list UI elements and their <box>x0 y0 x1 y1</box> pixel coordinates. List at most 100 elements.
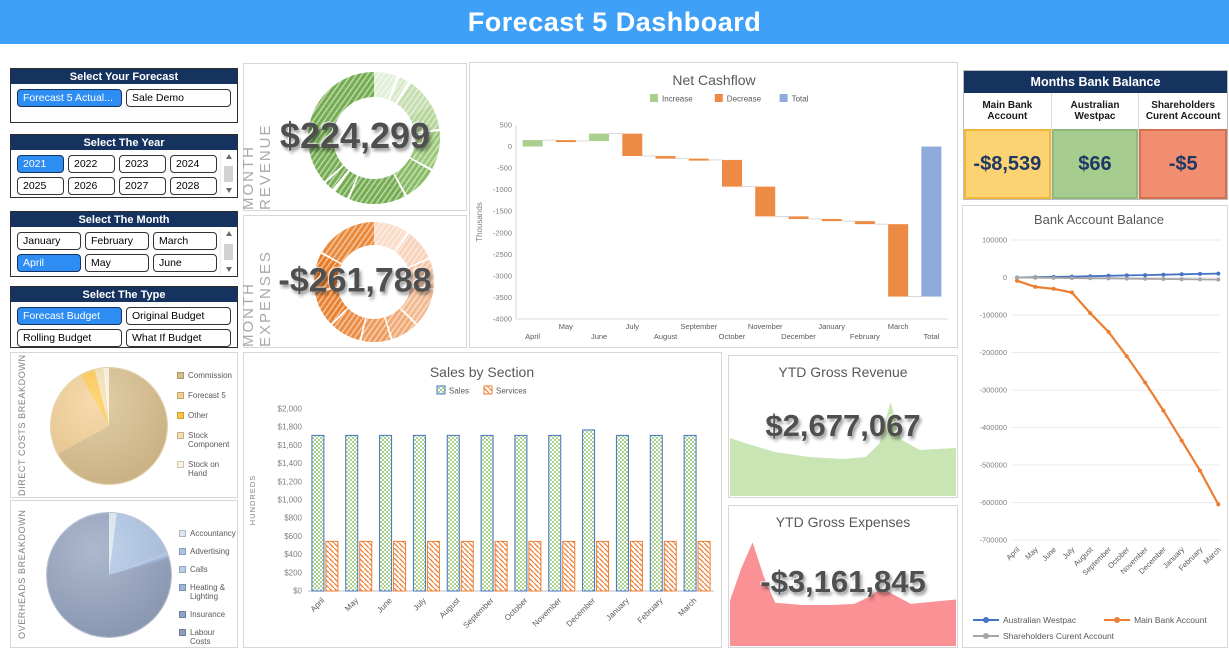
svg-text:-4000: -4000 <box>493 315 512 324</box>
legend-item-stock-component: Stock Component <box>177 431 235 449</box>
slicer-year-option-2023[interactable]: 2023 <box>119 155 166 173</box>
svg-text:-200000: -200000 <box>979 348 1007 357</box>
legend-swatch <box>179 629 186 636</box>
month-expenses-panel: MONTH EXPENSES -$261,788 <box>240 215 467 348</box>
slicer-year-option-2028[interactable]: 2028 <box>170 177 217 195</box>
svg-text:September: September <box>461 596 495 630</box>
type-slicer-options: Forecast Budget Original Budget Rolling Bu… <box>11 302 237 352</box>
scroll-thumb[interactable] <box>224 165 233 182</box>
svg-text:August: August <box>654 332 678 341</box>
year-slicer-title: Select The Year <box>11 135 237 150</box>
slicer-type-option-original-budget[interactable]: Original Budget <box>126 307 231 325</box>
slicer-year-option-2024[interactable]: 2024 <box>170 155 217 173</box>
svg-text:January: January <box>818 322 845 331</box>
bank-account-column-shareholders-curent-account: Shareholders Curent Account -$5 <box>1139 93 1227 199</box>
slicer-month-option-may[interactable]: May <box>85 254 149 272</box>
slicer-year-option-2021[interactable]: 2021 <box>17 155 64 173</box>
legend-swatch <box>177 372 184 379</box>
forecast-slicer: Select Your Forecast Forecast 5 Actual..… <box>10 68 238 123</box>
legend-swatch <box>177 432 184 439</box>
ytd-gross-expenses-value: -$3,161,845 <box>760 564 926 599</box>
svg-text:December: December <box>781 332 816 341</box>
scroll-up-icon[interactable] <box>225 154 232 159</box>
slicer-year-option-2027[interactable]: 2027 <box>119 177 166 195</box>
legend-item-main-bank-account: Main Bank Account <box>1104 615 1207 625</box>
ytd-gross-revenue-panel: YTD Gross Revenue $2,677,067 <box>728 355 958 498</box>
slicer-month-option-february[interactable]: February <box>85 232 149 250</box>
legend-item-insurance: Insurance <box>179 610 237 619</box>
donut-hole <box>333 97 415 179</box>
slicer-month-option-june[interactable]: June <box>153 254 217 272</box>
month-slicer-options: January February March April May June <box>11 227 237 277</box>
slicer-type-option-rolling-budget[interactable]: Rolling Budget <box>17 329 122 347</box>
scroll-down-icon[interactable] <box>225 188 232 193</box>
legend-item-other: Other <box>177 411 235 420</box>
month-slicer: Select The Month January February March Apr… <box>10 211 238 277</box>
year-slicer-options: 2021 2022 2023 2024 2025 2026 2027 2028 <box>11 150 237 200</box>
legend-dot-marker <box>1114 617 1121 623</box>
slicer-scrollbar[interactable] <box>220 229 236 274</box>
svg-text:-500000: -500000 <box>979 461 1007 470</box>
svg-text:500: 500 <box>499 121 512 130</box>
legend-item-heating-lighting: Heating & Lighting <box>179 583 237 601</box>
slicer-month-option-march[interactable]: March <box>153 232 217 250</box>
slicer-month-option-april[interactable]: April <box>17 254 81 272</box>
slicer-type-option-forecast-budget[interactable]: Forecast Budget <box>17 307 122 325</box>
svg-text:April: April <box>309 596 327 614</box>
svg-text:-1500: -1500 <box>493 207 512 216</box>
year-slicer: Select The Year 2021 2022 2023 2024 2025 2026… <box>10 134 238 198</box>
slicer-month-option-january[interactable]: January <box>17 232 81 250</box>
month-expenses-value: -$261,788 <box>278 261 432 300</box>
month-revenue-value: $224,299 <box>279 115 431 157</box>
svg-text:October: October <box>719 332 746 341</box>
net-cashflow-chart: Net Cashflow Increase Decrease Total 500 0 -50… <box>475 72 948 341</box>
page-title-bar: Forecast 5 Dashboard <box>0 0 1229 44</box>
svg-text:February: February <box>636 596 665 625</box>
legend-swatch <box>179 611 186 618</box>
bank-account-column-australian-westpac: Australian Westpac $66 <box>1051 93 1140 199</box>
legend-item-shareholders-curent-account: Shareholders Curent Account <box>973 631 1114 641</box>
overheads-panel: OVERHEADS BREAKDOWN Accountancy Advertisi… <box>10 500 238 648</box>
svg-text:$600: $600 <box>284 532 302 541</box>
svg-text:$2,000: $2,000 <box>278 405 303 414</box>
ytd-gross-revenue-title: YTD Gross Revenue <box>778 364 908 380</box>
scroll-up-icon[interactable] <box>225 231 232 236</box>
svg-text:May: May <box>343 596 360 613</box>
svg-text:May: May <box>1023 545 1040 562</box>
svg-text:May: May <box>559 322 573 331</box>
svg-text:-500: -500 <box>497 164 512 173</box>
svg-text:Sales: Sales <box>449 387 469 396</box>
slicer-type-option-what-if-budget[interactable]: What If Budget <box>126 329 231 347</box>
slicer-year-option-2025[interactable]: 2025 <box>17 177 64 195</box>
legend-item-accountancy: Accountancy <box>179 529 237 538</box>
slicer-year-option-2022[interactable]: 2022 <box>68 155 115 173</box>
ytd-expenses-area-chart <box>730 542 956 646</box>
slicer-forecast-option-forecast-5-actual[interactable]: Forecast 5 Actual... <box>17 89 122 107</box>
svg-text:November: November <box>748 322 783 331</box>
svg-text:$1,000: $1,000 <box>278 496 303 505</box>
svg-text:March: March <box>676 596 698 618</box>
sales-by-section-chart: Sales by Section Sales Services $2,000 $1,80… <box>248 364 714 630</box>
months-bank-balance-title: Months Bank Balance <box>964 71 1227 93</box>
slicer-forecast-option-sale-demo[interactable]: Sale Demo <box>126 89 231 107</box>
svg-text:-3000: -3000 <box>493 271 512 280</box>
slicer-year-option-2026[interactable]: 2026 <box>68 177 115 195</box>
svg-text:March: March <box>1202 545 1223 566</box>
svg-text:June: June <box>591 332 607 341</box>
bank-account-balance-value: -$5 <box>1139 129 1227 199</box>
forecast-slicer-title: Select Your Forecast <box>11 69 237 84</box>
legend-item-advertising: Advertising <box>179 547 237 556</box>
slicer-scrollbar[interactable] <box>220 152 236 195</box>
type-slicer-title: Select The Type <box>11 287 237 302</box>
donut-hole <box>337 245 411 319</box>
legend-swatch <box>179 548 186 555</box>
svg-text:September: September <box>680 322 717 331</box>
scroll-thumb[interactable] <box>224 243 233 260</box>
bank-balance-table: Main Bank Account -$8,539 Australian Westp… <box>964 93 1227 199</box>
legend-dot-marker <box>983 617 989 623</box>
month-revenue-panel: MONTH REVENUE $224,299 <box>240 63 467 211</box>
svg-text:June: June <box>1040 545 1058 563</box>
bank-account-balance-panel: Bank Account Balance 100000 0 -100000 -20000… <box>962 205 1228 648</box>
net-cashflow-panel: Net Cashflow Increase Decrease Total 500 0 -50… <box>469 62 958 348</box>
scroll-down-icon[interactable] <box>225 267 232 272</box>
